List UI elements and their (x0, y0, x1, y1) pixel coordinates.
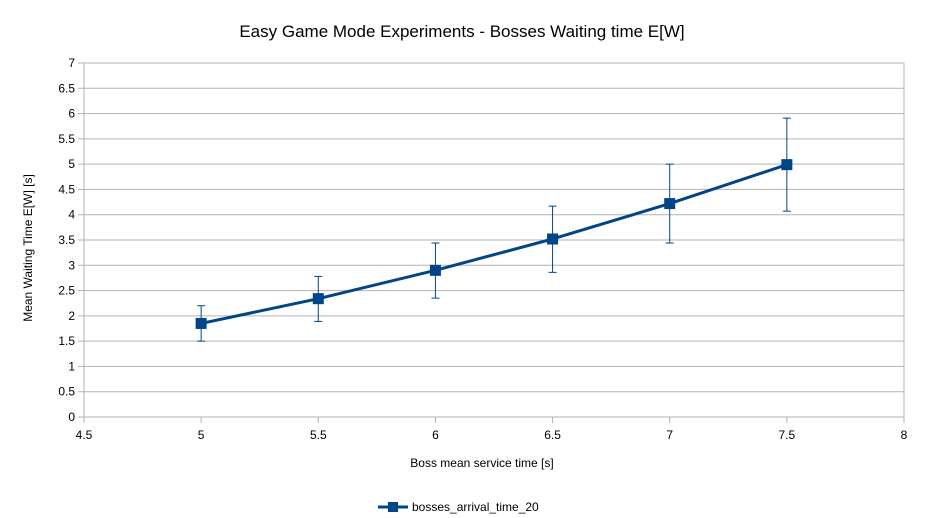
legend-marker (388, 502, 398, 512)
data-point (312, 293, 324, 305)
x-tick-label: 8 (901, 428, 908, 442)
x-tick-label: 7.5 (779, 428, 796, 442)
y-axis-ticks: 0 0.5 1 1.5 2 2.5 3 3.5 4 4.5 5 5.5 6 6.5 7 (58, 56, 84, 424)
grid (84, 62, 904, 418)
data-point (547, 233, 559, 245)
x-tick-label: 5 (198, 428, 205, 442)
y-tick-label: 3.5 (58, 233, 75, 247)
y-tick-label: 2 (68, 309, 75, 323)
x-tick-label: 5.5 (310, 428, 327, 442)
series-markers (195, 159, 793, 329)
legend: bosses_arrival_time_20 (378, 500, 539, 514)
y-tick-label: 2.5 (58, 284, 75, 298)
y-tick-label: 4.5 (58, 182, 75, 196)
x-axis-label: Boss mean service time [s] (410, 456, 553, 470)
y-tick-label: 4 (68, 208, 75, 222)
y-tick-label: 3 (68, 258, 75, 272)
x-tick-label: 4.5 (76, 428, 93, 442)
y-tick-label: 6 (68, 107, 75, 121)
series-line (200, 163, 788, 325)
x-tick-label: 7 (666, 428, 673, 442)
data-point (429, 264, 441, 276)
chart-title: Easy Game Mode Experiments - Bosses Wait… (239, 22, 684, 41)
y-axis-label: Mean Waiting Time E[W] [s] (21, 174, 35, 322)
data-point (195, 317, 207, 329)
legend-label: bosses_arrival_time_20 (412, 500, 539, 514)
y-tick-label: 5 (68, 157, 75, 171)
x-tick-label: 6 (432, 428, 439, 442)
x-tick-label: 6.5 (544, 428, 561, 442)
y-tick-label: 6.5 (58, 81, 75, 95)
y-tick-label: 1 (68, 359, 75, 373)
y-tick-label: 7 (68, 56, 75, 70)
y-tick-label: 0 (68, 410, 75, 424)
data-point (664, 198, 676, 210)
series-lines (200, 163, 788, 325)
y-tick-label: 1.5 (58, 334, 75, 348)
y-tick-label: 0.5 (58, 385, 75, 399)
error-bars (197, 117, 791, 342)
x-axis-ticks: 4.5 5 5.5 6 6.5 7 7.5 8 (76, 417, 908, 442)
data-point (781, 159, 793, 171)
y-tick-label: 5.5 (58, 132, 75, 146)
